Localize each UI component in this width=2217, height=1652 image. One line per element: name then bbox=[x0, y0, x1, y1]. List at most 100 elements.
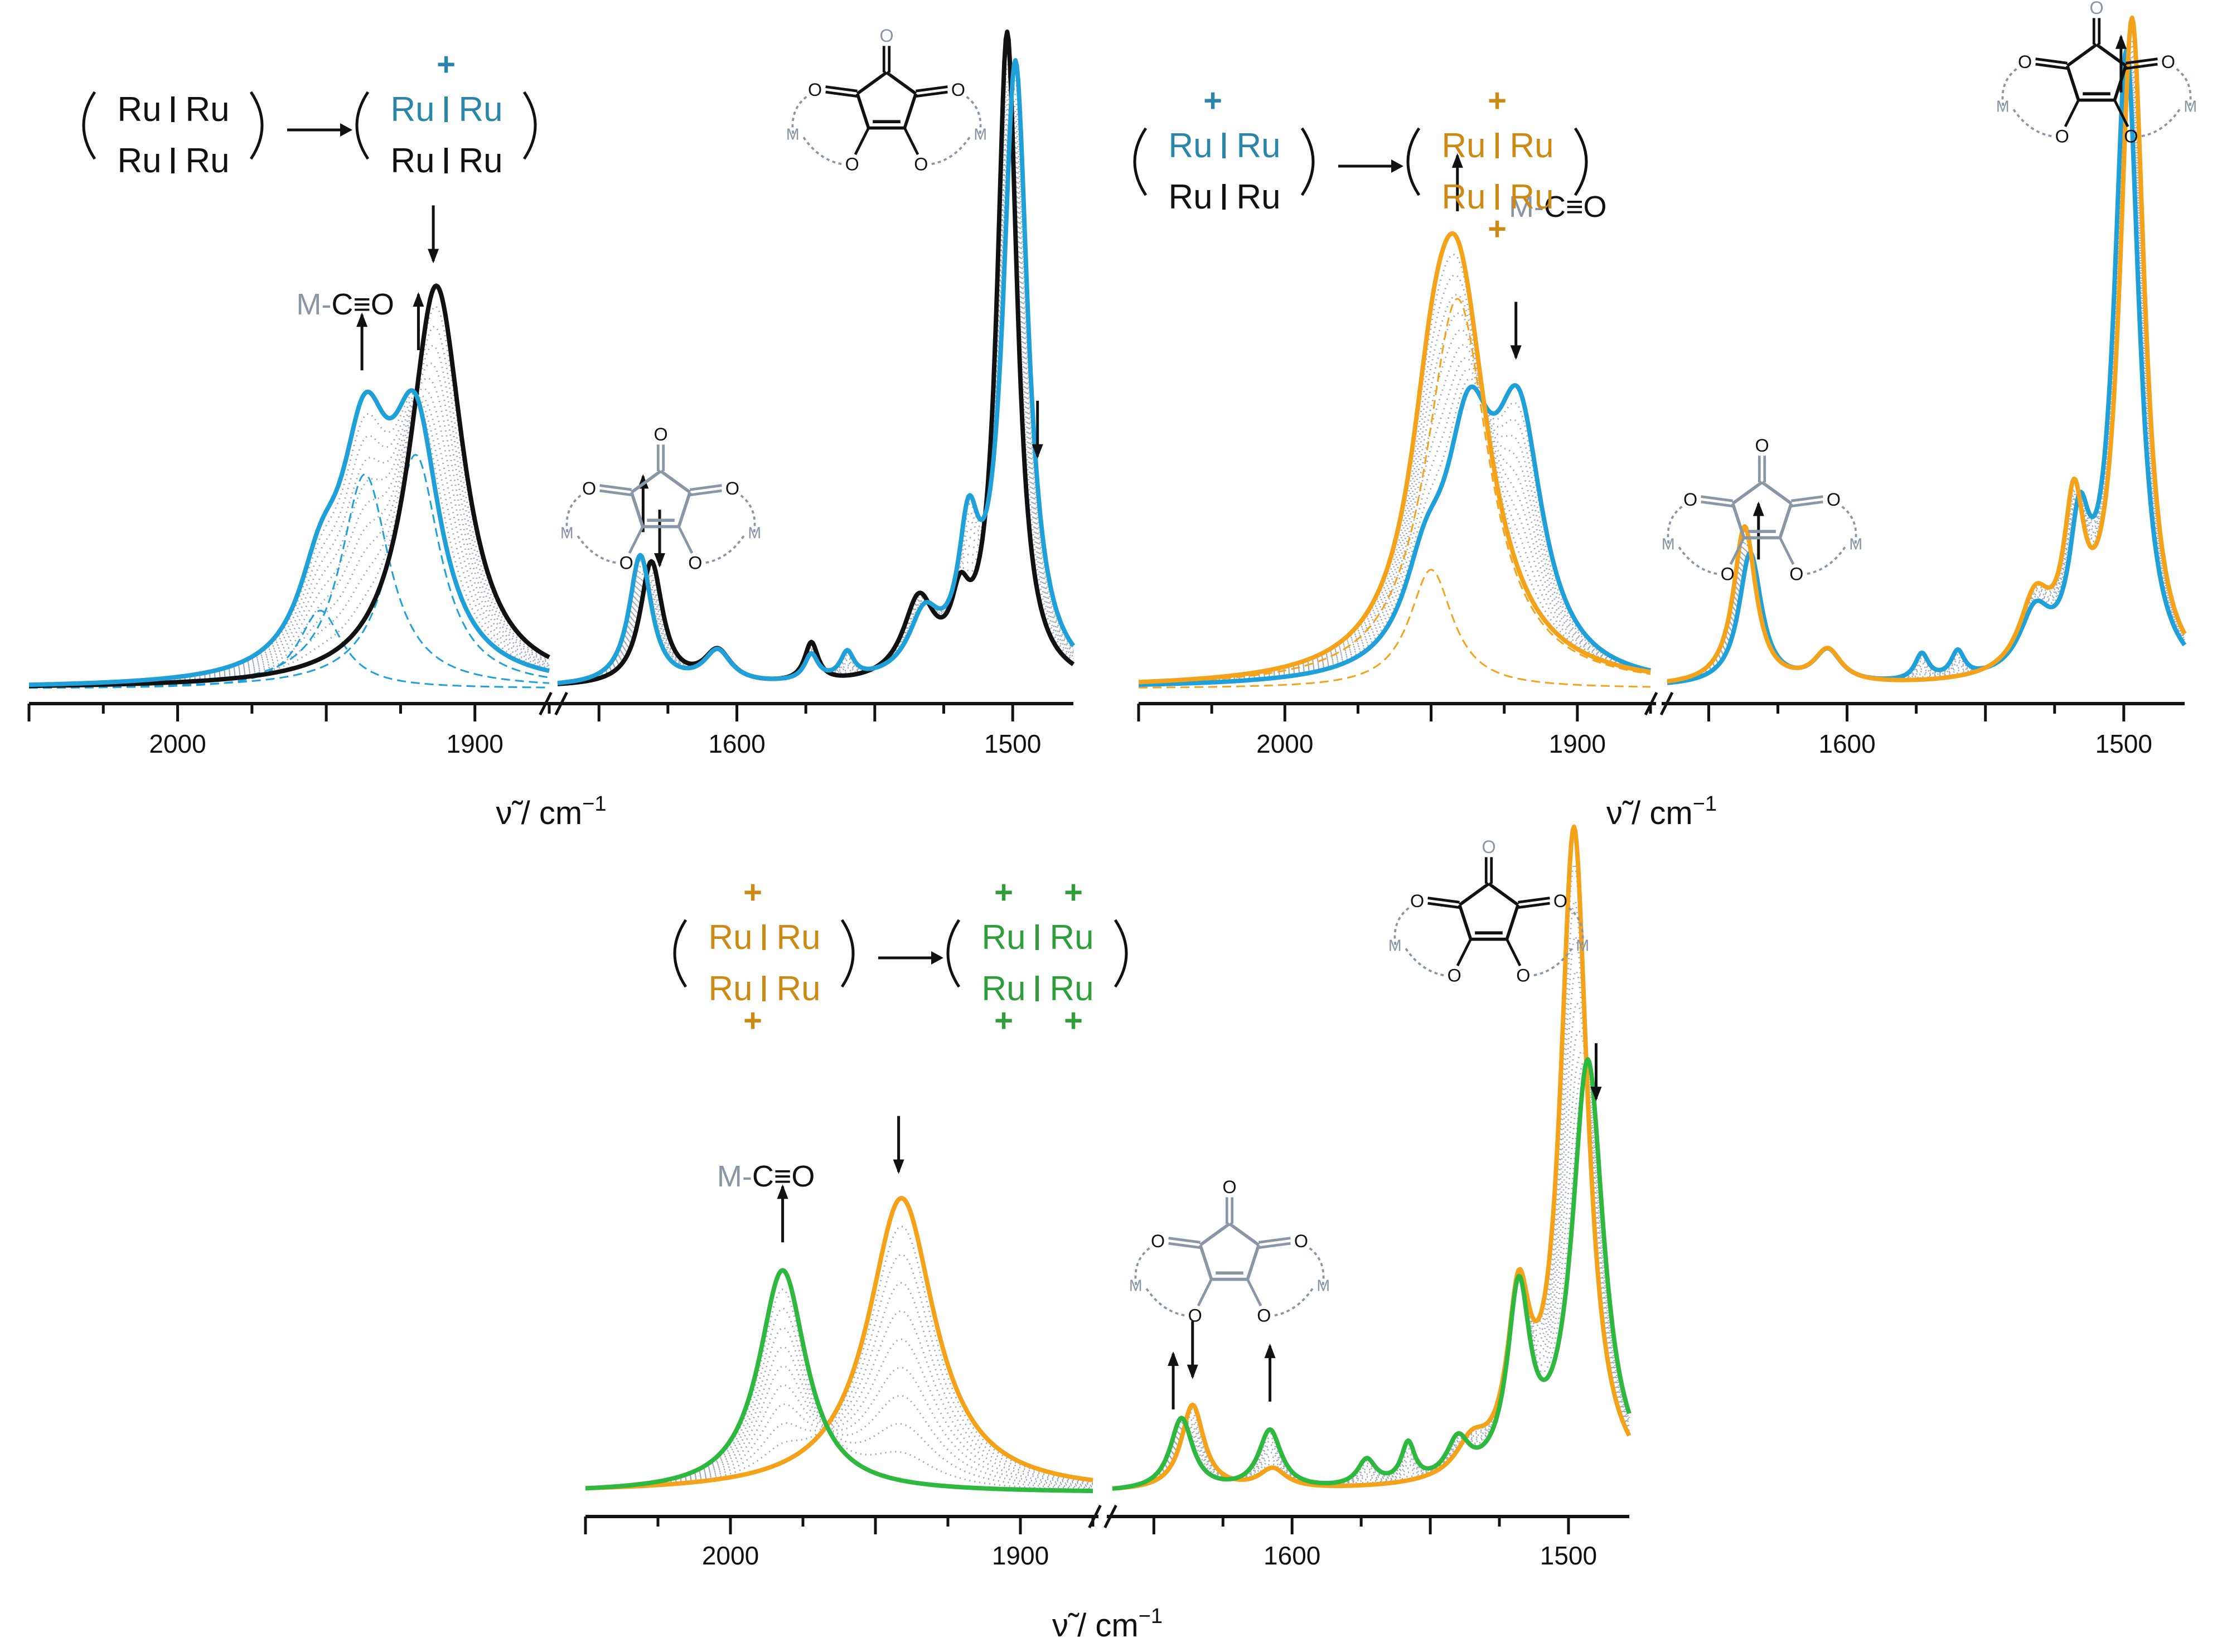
carbonyl-bond bbox=[1701, 495, 1733, 502]
carbonyl-bond bbox=[599, 484, 632, 491]
charge-plus: + bbox=[743, 874, 762, 910]
charge-plus: + bbox=[1064, 874, 1083, 910]
spectrum-monocation bbox=[1666, 47, 2187, 685]
oxygen-atom: O bbox=[1222, 1177, 1236, 1197]
intermediate-spectrum bbox=[585, 1288, 1093, 1491]
oxygen-atom: O bbox=[1789, 564, 1803, 584]
ring-bond bbox=[630, 492, 645, 527]
intermediate-spectrum bbox=[585, 1338, 1093, 1489]
coordination-bond bbox=[966, 96, 982, 138]
intermediate-spectrum bbox=[1138, 368, 1651, 685]
intermediate-spectrum bbox=[28, 387, 550, 686]
carbonyl-bond bbox=[1427, 902, 1460, 909]
fit-component bbox=[29, 609, 549, 689]
intermediate-spectrum bbox=[1112, 861, 1630, 1490]
oxygen-atom: O bbox=[1188, 1306, 1202, 1326]
coordination-bond bbox=[2001, 68, 2017, 110]
metal-atom: M bbox=[2184, 98, 2197, 115]
carbonyl-bond bbox=[1168, 1242, 1201, 1249]
ru-atom: Ru bbox=[185, 90, 229, 129]
coordination-bond bbox=[1841, 506, 1857, 548]
coordination-bond bbox=[1274, 1286, 1315, 1317]
ring-bond bbox=[903, 93, 918, 129]
carbonyl-bond bbox=[825, 85, 858, 93]
change-arrow-up bbox=[1168, 1351, 1179, 1409]
spectrum-dication bbox=[1111, 824, 1632, 1491]
ru-atom: Ru bbox=[708, 918, 752, 957]
ru-atom: Ru bbox=[117, 142, 161, 180]
metal-atom: M bbox=[1849, 535, 1862, 553]
coordination-bond bbox=[2141, 106, 2182, 138]
oxygen-atom: O bbox=[1516, 966, 1530, 986]
x-tick-label: 2000 bbox=[702, 1541, 759, 1570]
coordination-bond bbox=[2011, 106, 2052, 138]
charge-plus: + bbox=[743, 1002, 762, 1039]
paren-left bbox=[355, 91, 370, 160]
metal-atom: M bbox=[1316, 1277, 1330, 1295]
coordination-bond bbox=[1807, 544, 1847, 575]
croconate-molecule: O O O O M O M bbox=[560, 424, 761, 573]
ru-atom: Ru bbox=[981, 918, 1025, 957]
x-tick-label: 1600 bbox=[1264, 1541, 1320, 1570]
metal-atom: M bbox=[748, 524, 761, 542]
oxygen-atom: O bbox=[808, 80, 822, 100]
carbonyl-bond bbox=[2126, 62, 2158, 70]
croconate-molecule: O O O O M O M bbox=[1388, 837, 1589, 986]
oxygen-atom: O bbox=[654, 424, 667, 444]
oxide-bond bbox=[1729, 537, 1745, 565]
paren-right bbox=[1574, 127, 1588, 196]
arrow-head bbox=[654, 553, 666, 568]
change-arrow-up bbox=[1451, 153, 1463, 211]
ru-atom: Ru bbox=[1236, 127, 1280, 165]
carbonyl-bond bbox=[1427, 897, 1460, 904]
ring-bond bbox=[1731, 503, 1746, 539]
ring-bond bbox=[1246, 1244, 1261, 1280]
ring-bond bbox=[1458, 882, 1490, 907]
paren-right bbox=[249, 91, 264, 160]
croconate-molecule: O O O O M O M bbox=[1129, 1177, 1330, 1326]
ru-atom: Ru bbox=[390, 90, 434, 129]
x-tick-label: 1900 bbox=[447, 729, 504, 758]
arrow-head bbox=[356, 312, 368, 327]
x-tick-label: 1500 bbox=[984, 729, 1041, 758]
x-axis-label: ν̃ / cm−1 bbox=[1606, 792, 1717, 831]
coordination-bond bbox=[565, 495, 582, 536]
mco-label: M-C≡O bbox=[296, 288, 394, 321]
croconate-molecule: O O O O M O M bbox=[1662, 435, 1862, 584]
x-tick-label: 1900 bbox=[1549, 729, 1606, 758]
intermediate-spectrum bbox=[1139, 343, 1651, 685]
oxide-bond bbox=[903, 127, 919, 156]
ring-bond bbox=[1761, 481, 1793, 505]
paren-left bbox=[1133, 127, 1148, 196]
metal-atom: M bbox=[560, 524, 574, 542]
oxygen-atom: O bbox=[2055, 127, 2069, 147]
metal-atom: M bbox=[1388, 937, 1402, 955]
intermediate-spectrum bbox=[29, 377, 550, 686]
spectrum-dication bbox=[1137, 231, 1652, 685]
ru-atom: Ru bbox=[185, 142, 229, 180]
x-axis-label: ν̃ / cm−1 bbox=[1052, 1605, 1163, 1644]
fit-component bbox=[1139, 569, 1651, 689]
intermediate-spectrum bbox=[1667, 35, 2186, 682]
intermediate-spectrum bbox=[1138, 377, 1651, 686]
intermediate-spectrum bbox=[1138, 312, 1651, 684]
mco-metal: M- bbox=[296, 288, 331, 321]
coordination-bond bbox=[705, 533, 746, 564]
croconate-molecule: O O O O M O M bbox=[1996, 0, 2197, 147]
oxygen-atom: O bbox=[1151, 1231, 1165, 1251]
ru-atom: Ru bbox=[1441, 127, 1485, 165]
oxygen-atom: O bbox=[951, 80, 965, 100]
croconate-molecule: O O O O M O M bbox=[786, 26, 987, 175]
charge-plus: + bbox=[1488, 211, 1507, 247]
reaction-arrow-head bbox=[931, 951, 943, 965]
ru-atom: Ru bbox=[981, 970, 1025, 1008]
coordination-bond bbox=[1393, 907, 1410, 949]
ring-bond bbox=[2113, 65, 2128, 101]
ring-bond bbox=[1488, 882, 1519, 907]
carbonyl-bond bbox=[690, 489, 722, 497]
ring-bond bbox=[1778, 503, 1793, 539]
ru-atom: Ru bbox=[708, 970, 752, 1008]
